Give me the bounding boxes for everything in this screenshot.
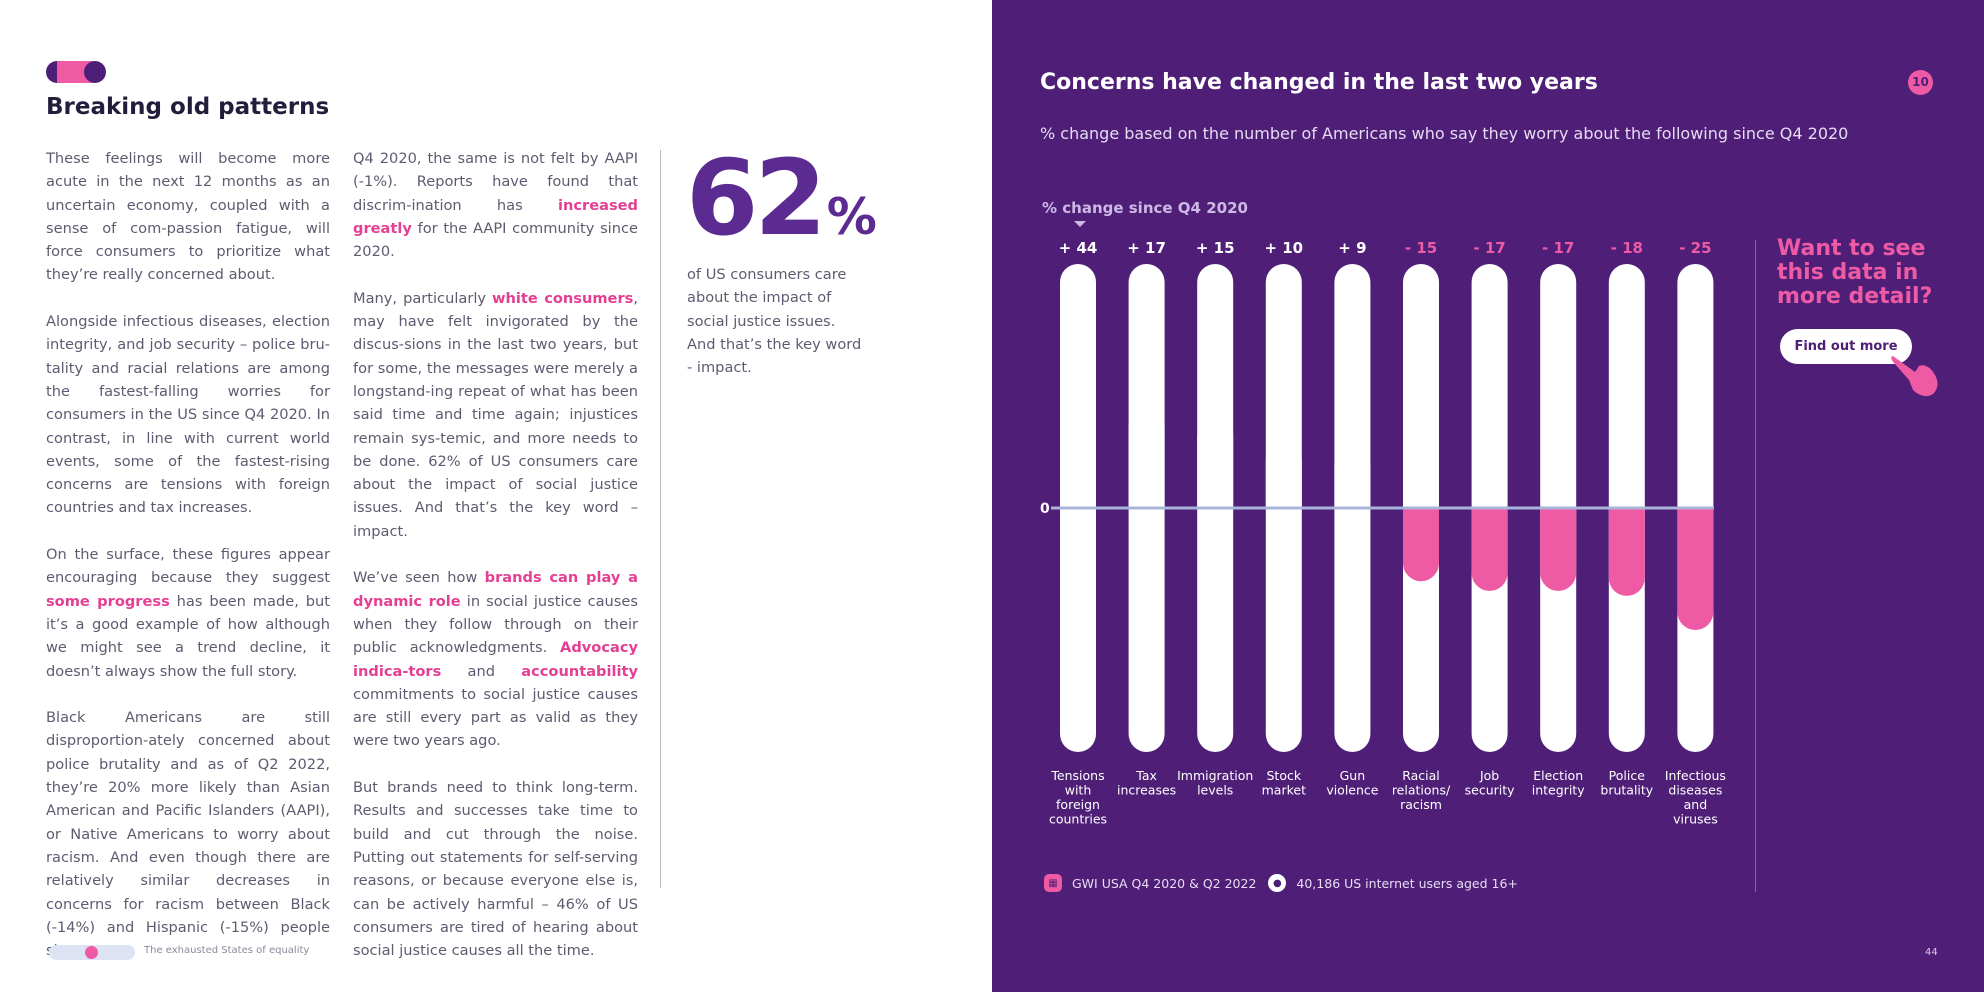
footer-publication-title: The exhausted States of equality	[144, 945, 310, 956]
highlight-link[interactable]: increased greatly	[353, 196, 638, 237]
paragraph: Alongside infectious diseases, election …	[46, 313, 330, 517]
pointing-hand-icon	[1891, 356, 1938, 397]
y-axis-caret-icon	[1074, 221, 1086, 227]
bar	[1471, 508, 1508, 591]
x-tick-label: Job security	[1465, 768, 1516, 798]
chart-subtitle: % change based on the number of American…	[1040, 124, 1849, 143]
legend-sample: 40,186 US internet users aged 16+	[1296, 875, 1518, 891]
highlight-link[interactable]: brands can play a dynamic role	[353, 569, 638, 610]
bar	[1334, 464, 1371, 508]
data-label: - 25	[1679, 239, 1711, 257]
x-tick-label: Tax increases	[1117, 768, 1176, 798]
data-label: + 10	[1264, 239, 1303, 257]
big-stat: 62%	[686, 146, 877, 250]
data-label: + 15	[1196, 239, 1235, 257]
paragraph: Q4 2020, the same is not felt by AAPI (-…	[353, 150, 638, 261]
legend-source: GWI USA Q4 2020 & Q2 2022	[1072, 875, 1257, 891]
data-label: + 9	[1338, 239, 1366, 257]
chart-svg: % change since Q4 2020 + 44 Tensions with fo…	[1040, 199, 1726, 827]
data-label: - 15	[1405, 239, 1437, 257]
x-tick-label: Election integrity	[1532, 768, 1585, 798]
text-column-2: Q4 2020, the same is not felt by AAPI (-…	[353, 147, 638, 986]
x-tick-label: Infectious diseases and viruses	[1665, 768, 1726, 827]
bar	[1197, 434, 1234, 508]
find-out-more-button[interactable]: Find out more	[1780, 329, 1912, 364]
brand-logo	[46, 61, 106, 83]
paragraph: These feelings will become more acute in…	[46, 150, 330, 284]
footer-logo	[49, 945, 135, 960]
bar	[1403, 508, 1439, 582]
stat-symbol: %	[826, 188, 877, 246]
data-label: + 17	[1127, 239, 1166, 257]
data-label: - 18	[1611, 239, 1643, 257]
data-label: - 17	[1473, 239, 1505, 257]
bar	[1265, 459, 1302, 508]
y-axis-label: % change since Q4 2020	[1042, 199, 1248, 217]
highlight-link[interactable]: accountability	[521, 662, 638, 680]
x-tick-label: Gun violence	[1326, 768, 1378, 798]
paragraph: Black Americans are still disproportion-…	[46, 709, 330, 959]
highlight-link[interactable]: white consumers	[492, 289, 634, 307]
x-tick-label: Police brutality	[1600, 768, 1653, 798]
data-label: - 17	[1542, 239, 1574, 257]
bar	[1677, 508, 1714, 630]
chart-legend: ▦ GWI USA Q4 2020 & Q2 2022 ● 40,186 US …	[1044, 873, 1530, 893]
article-title: Breaking old patterns	[46, 94, 330, 120]
dataset-icon: ▦	[1044, 874, 1062, 892]
paragraph: On the surface, these figures appear enc…	[46, 546, 330, 680]
paragraph: We’ve seen how brands can play a dynamic…	[353, 569, 638, 750]
section-badge: 10	[1908, 70, 1933, 95]
stat-caption: of US consumers care about the impact of…	[687, 266, 862, 377]
data-label: + 44	[1059, 239, 1098, 257]
bar-chart: % change since Q4 2020 + 44 Tensions with fo…	[992, 0, 1984, 992]
bar	[1128, 425, 1165, 508]
right-page: Concerns have changed in the last two ye…	[992, 0, 1984, 992]
bar	[1060, 293, 1096, 508]
zero-tick-label: 0	[1040, 501, 1050, 517]
highlight-link[interactable]: Advocacy indica-tors	[353, 639, 638, 680]
stat-number: 62	[686, 137, 827, 259]
audience-icon: ●	[1268, 874, 1287, 892]
side-divider	[1755, 240, 1756, 892]
x-tick-label: Tensions with foreign countries	[1049, 768, 1107, 827]
chart-title: Concerns have changed in the last two ye…	[1040, 70, 1598, 95]
text-column-1: These feelings will become more acute in…	[46, 147, 330, 986]
x-tick-label: Immigration levels	[1177, 768, 1253, 798]
bar	[1608, 508, 1645, 596]
bar	[1540, 508, 1577, 591]
left-page: Breaking old patterns These feelings wil…	[46, 61, 877, 986]
x-tick-label: Racial relations/racism	[1392, 768, 1451, 812]
paragraph: Many, particularly white consumers, may …	[353, 289, 638, 540]
page-number: 44	[1925, 947, 1938, 958]
x-tick-label: Stock market	[1262, 768, 1306, 798]
cta-heading: Want to see this data in more detail?	[1777, 236, 1933, 309]
column-divider	[660, 150, 661, 888]
highlight-link[interactable]: some progress	[46, 592, 170, 610]
paragraph: But brands need to think long-term. Resu…	[353, 779, 638, 960]
